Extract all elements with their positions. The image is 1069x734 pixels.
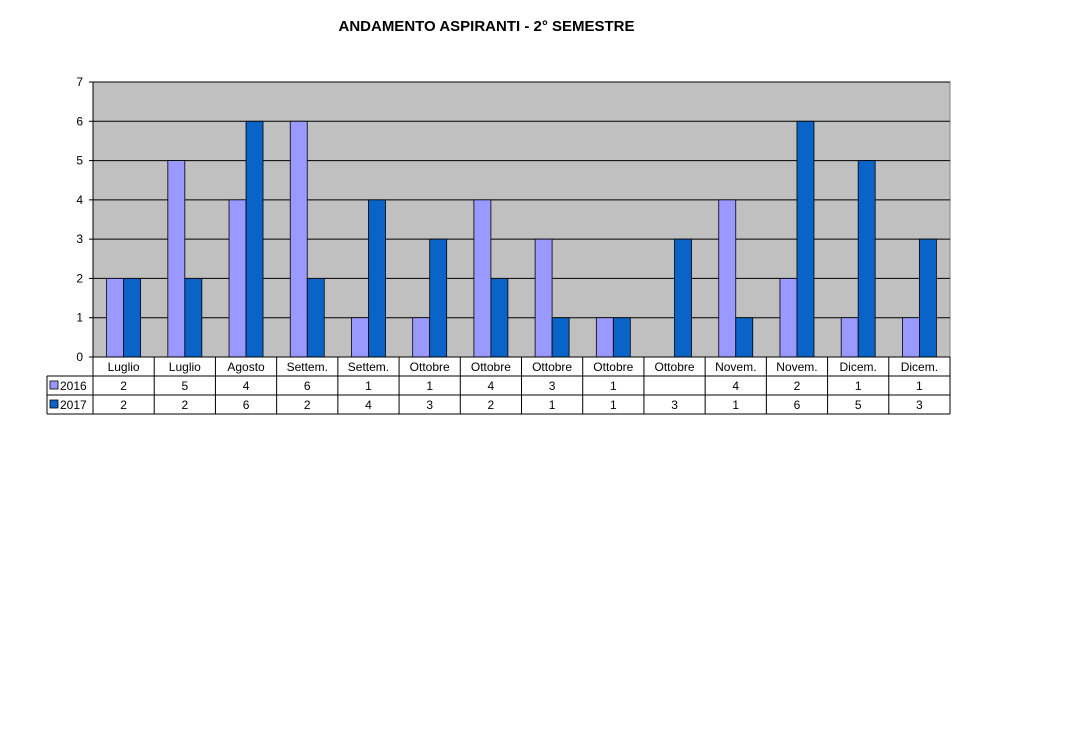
x-tick-label: Novem. xyxy=(776,360,817,374)
data-label: 4 xyxy=(488,379,495,393)
data-label: 4 xyxy=(365,398,372,412)
chart-title: ANDAMENTO ASPIRANTI - 2° SEMESTRE xyxy=(338,18,635,35)
legend-label: 2016 xyxy=(60,379,87,393)
data-label: 2 xyxy=(120,379,127,393)
data-label: 6 xyxy=(304,379,311,393)
bar-2017 xyxy=(368,199,386,358)
bar-2016 xyxy=(167,160,186,358)
y-tick-label: 0 xyxy=(76,350,83,364)
data-label: 2 xyxy=(181,398,188,412)
data-label: 1 xyxy=(916,379,923,393)
x-tick-label: Ottobre xyxy=(593,360,633,374)
data-label: 6 xyxy=(243,398,250,412)
data-label: 3 xyxy=(916,398,923,412)
y-tick-label: 7 xyxy=(76,75,83,89)
y-tick-label: 4 xyxy=(76,193,83,207)
data-label: 3 xyxy=(426,398,433,412)
bar-2016 xyxy=(718,199,737,358)
x-tick-label: Ottobre xyxy=(471,360,511,374)
x-tick-label: Luglio xyxy=(108,360,140,374)
bar-2016 xyxy=(779,278,798,358)
bar-2017 xyxy=(123,278,142,358)
bar-2017 xyxy=(735,317,754,358)
data-label: 3 xyxy=(549,379,556,393)
bar-2016 xyxy=(106,278,125,358)
bar-2016 xyxy=(473,199,492,358)
y-tick-label: 2 xyxy=(76,271,83,285)
bar-2017 xyxy=(551,317,570,358)
y-tick-label: 1 xyxy=(76,311,83,325)
data-label: 2 xyxy=(488,398,495,412)
bar-2016 xyxy=(840,317,859,358)
y-tick-label: 3 xyxy=(76,232,83,246)
bar-2017 xyxy=(490,278,509,358)
y-tick-label: 5 xyxy=(76,154,83,168)
x-tick-label: Ottobre xyxy=(532,360,572,374)
bar-2017 xyxy=(918,238,937,358)
y-tick-label: 6 xyxy=(76,114,83,128)
data-label: 5 xyxy=(181,379,188,393)
bar-2017 xyxy=(796,120,815,358)
x-tick-label: Dicem. xyxy=(840,360,877,374)
data-label: 2 xyxy=(794,379,801,393)
data-label: 6 xyxy=(794,398,801,412)
data-label: 1 xyxy=(365,379,372,393)
bar-2017 xyxy=(184,278,203,358)
data-label: 1 xyxy=(610,398,617,412)
data-label: 1 xyxy=(855,379,862,393)
bar-2016 xyxy=(228,199,247,358)
x-tick-label: Agosto xyxy=(227,360,265,374)
data-label: 1 xyxy=(610,379,617,393)
legend-label: 2017 xyxy=(60,398,87,412)
data-label: 2 xyxy=(304,398,311,412)
data-label: 1 xyxy=(549,398,556,412)
plot-area xyxy=(92,81,951,358)
x-tick-label: Novem. xyxy=(715,360,756,374)
data-label: 1 xyxy=(732,398,739,412)
bar-2016 xyxy=(901,317,920,358)
bar-2017 xyxy=(245,120,264,358)
bar-2016 xyxy=(412,317,431,358)
bar-2017 xyxy=(857,160,876,358)
data-label: 2 xyxy=(120,398,127,412)
data-label: 5 xyxy=(855,398,862,412)
bar-2016 xyxy=(351,317,369,358)
bar-2016 xyxy=(289,120,308,358)
bar-2016 xyxy=(534,238,553,358)
data-label: 3 xyxy=(671,398,678,412)
data-label: 4 xyxy=(732,379,739,393)
bar-2017 xyxy=(306,278,325,358)
legend-key-2016 xyxy=(49,380,59,390)
bar-2016 xyxy=(595,317,614,358)
x-tick-label: Settem. xyxy=(287,360,328,374)
bar-2017 xyxy=(429,238,448,358)
x-tick-label: Dicem. xyxy=(901,360,938,374)
x-tick-label: Ottobre xyxy=(410,360,450,374)
bar-2017 xyxy=(612,317,631,358)
legend-key-2017 xyxy=(49,399,59,409)
x-tick-label: Ottobre xyxy=(655,360,695,374)
x-tick-label: Luglio xyxy=(169,360,201,374)
data-label: 1 xyxy=(426,379,433,393)
x-tick-label: Settem. xyxy=(348,360,389,374)
bar-2017 xyxy=(674,238,692,358)
data-label: 4 xyxy=(243,379,250,393)
